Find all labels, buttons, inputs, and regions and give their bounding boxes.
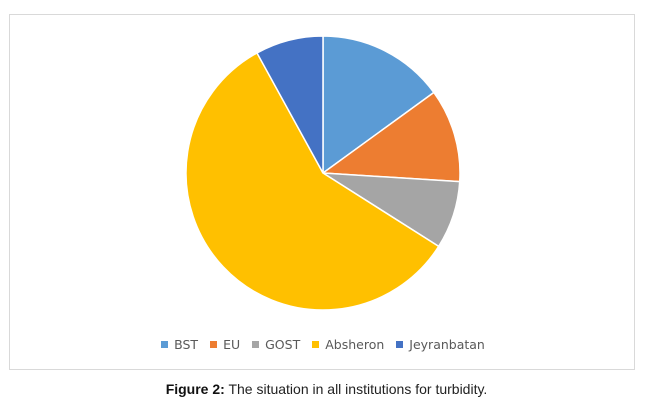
- legend-swatch: [312, 341, 320, 348]
- legend-label: EU: [223, 337, 241, 352]
- legend-swatch: [396, 341, 404, 348]
- pie-slice-bst: [322, 35, 435, 175]
- pie-slice-absheron: [185, 51, 440, 311]
- pie-slice-jeyranbatan: [255, 35, 324, 174]
- legend-swatch: [161, 341, 169, 348]
- caption-text: The situation in all institutions for tu…: [224, 381, 488, 397]
- legend-label: GOST: [265, 337, 301, 352]
- chart-frame: BST EU GOST Absheron Jeyranbatan: [9, 14, 635, 370]
- legend-item-absheron: Absheron: [312, 337, 384, 352]
- legend-item-bst: BST: [161, 337, 198, 352]
- chart-legend: BST EU GOST Absheron Jeyranbatan: [10, 337, 636, 352]
- legend-swatch: [210, 341, 218, 348]
- legend-label: Absheron: [325, 337, 385, 352]
- pie-slice-eu: [320, 91, 461, 183]
- legend-item-eu: EU: [210, 337, 240, 352]
- pie-chart: [185, 35, 461, 311]
- legend-item-jeyranbatan: Jeyranbatan: [396, 337, 485, 352]
- legend-label: BST: [174, 337, 199, 352]
- legend-swatch: [252, 341, 260, 348]
- caption-label: Figure 2:: [165, 381, 225, 397]
- figure-caption: Figure 2: The situation in all instituti…: [0, 381, 653, 397]
- legend-label: Jeyranbatan: [409, 337, 485, 352]
- legend-item-gost: GOST: [252, 337, 300, 352]
